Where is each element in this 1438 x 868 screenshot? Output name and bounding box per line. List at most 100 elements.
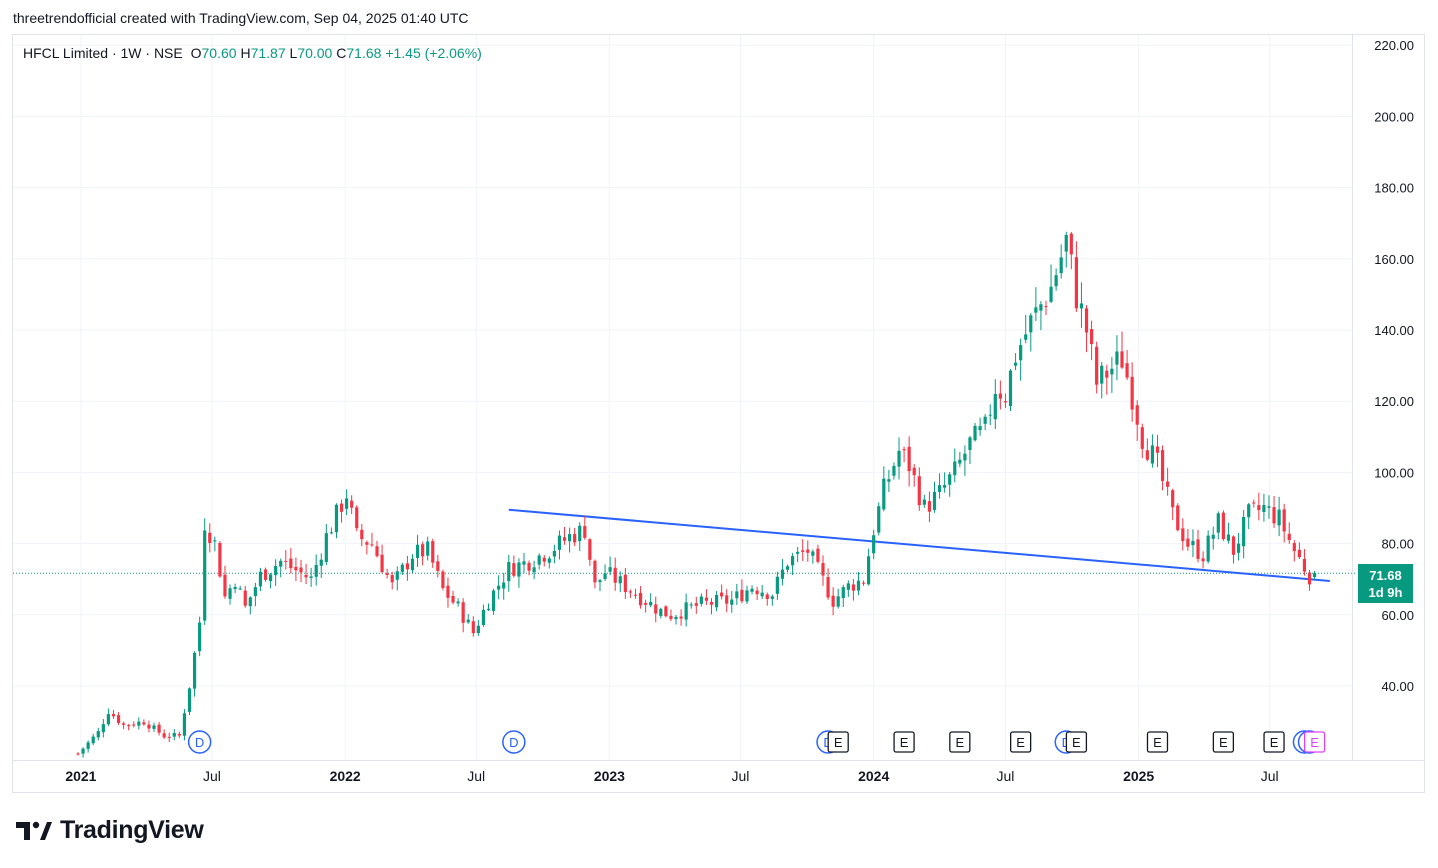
candle <box>1074 241 1078 312</box>
high-value: 71.87 <box>250 45 286 61</box>
candle <box>294 557 298 581</box>
candle <box>182 708 187 741</box>
candle <box>461 598 465 633</box>
candle <box>902 446 906 463</box>
candle <box>1211 526 1215 550</box>
candle <box>1267 495 1271 519</box>
price-axis[interactable]: 220.00 200.00 180.00 160.00 140.00 120.00 100.… <box>1374 38 1414 694</box>
candle <box>314 554 318 586</box>
candle <box>993 379 997 430</box>
change-value: +1.45 (+2.06%) <box>385 45 482 61</box>
earnings-marker[interactable]: E <box>949 731 971 753</box>
candle <box>1090 320 1094 361</box>
last-price-value: 71.68 <box>1369 568 1402 583</box>
candle <box>867 548 871 586</box>
dividend-marker[interactable]: D <box>187 730 212 754</box>
candle <box>1120 331 1124 369</box>
candle <box>486 603 491 612</box>
chart-frame[interactable] <box>12 34 1425 793</box>
candle <box>365 540 369 555</box>
candle <box>491 588 496 615</box>
price-tick-label: 200.00 <box>1374 109 1414 124</box>
candle <box>101 718 105 738</box>
svg-text:E: E <box>834 735 843 750</box>
candle <box>598 578 602 592</box>
candle <box>588 538 592 566</box>
candle <box>157 721 161 736</box>
candle <box>375 540 379 558</box>
time-tick-label: 2022 <box>330 768 361 784</box>
candle <box>669 609 673 622</box>
earnings-marker[interactable]: E <box>893 731 915 753</box>
tradingview-wordmark: TradingView <box>60 816 204 844</box>
candle <box>720 584 724 600</box>
candle <box>497 575 501 600</box>
candle <box>963 445 967 476</box>
candle <box>1034 287 1038 322</box>
trendline[interactable] <box>508 508 1330 582</box>
candle <box>1039 301 1043 331</box>
candle <box>517 558 521 588</box>
candle <box>522 552 526 574</box>
candle <box>395 566 399 591</box>
price-tick-label: 40.00 <box>1381 679 1414 694</box>
candle <box>1115 335 1119 381</box>
time-tick-label: 2021 <box>65 768 96 784</box>
candle <box>1069 231 1073 270</box>
candle <box>1171 488 1175 521</box>
candle <box>573 528 577 547</box>
upcoming-earnings-marker[interactable]: E <box>1303 731 1326 753</box>
earnings-marker[interactable]: E <box>827 731 849 753</box>
candle <box>922 494 926 508</box>
tradingview-logo[interactable]: TradingView <box>16 816 204 845</box>
candle <box>892 462 896 480</box>
earnings-marker[interactable]: E <box>1009 731 1032 753</box>
candle <box>1135 400 1139 441</box>
candle <box>1216 511 1220 540</box>
candle <box>1105 364 1109 395</box>
candle <box>350 495 354 515</box>
time-axis[interactable]: 2021 Jul 2022 Jul 2023 Jul 2024 Jul 2025 Jul <box>65 768 1278 784</box>
candle <box>258 567 263 592</box>
earnings-marker[interactable]: E <box>1263 731 1285 753</box>
candle <box>750 585 754 595</box>
price-tick-label: 80.00 <box>1381 537 1414 552</box>
earnings-marker[interactable]: E <box>1065 731 1088 753</box>
candle <box>654 596 658 623</box>
earnings-marker[interactable]: E <box>1212 731 1235 753</box>
candle <box>436 554 440 578</box>
candle <box>192 651 197 697</box>
earnings-marker[interactable]: E <box>1146 731 1169 753</box>
candle <box>127 723 131 731</box>
symbol-title[interactable]: HFCL Limited · 1W · NSE <box>23 45 183 61</box>
candle <box>431 538 435 568</box>
candle <box>142 719 146 726</box>
candle <box>1145 438 1149 462</box>
svg-text:D: D <box>509 735 518 750</box>
candle <box>111 709 116 719</box>
candle <box>471 616 475 637</box>
high-label: H <box>240 45 251 61</box>
candle <box>1272 495 1276 528</box>
svg-text:E: E <box>1219 735 1228 750</box>
candle <box>279 558 283 578</box>
candle <box>841 584 845 608</box>
candle <box>1262 493 1266 522</box>
candle <box>557 530 562 560</box>
candle <box>309 567 313 587</box>
time-tick-label: Jul <box>467 768 485 784</box>
svg-text:E: E <box>955 735 964 750</box>
candle <box>927 491 932 523</box>
event-markers[interactable]: DDDEEEEDEEEEDDE <box>187 730 1326 754</box>
candle <box>725 589 729 613</box>
dividend-marker[interactable]: D <box>502 730 526 754</box>
trendline-layer[interactable] <box>508 508 1330 582</box>
candle <box>1226 522 1231 544</box>
symbol-legend[interactable]: HFCL Limited · 1W · NSE O70.60 H71.87 L7… <box>23 45 482 61</box>
candle <box>1277 496 1281 537</box>
candle <box>187 687 192 716</box>
candle <box>699 593 703 607</box>
candle <box>811 549 815 564</box>
candle <box>932 481 937 513</box>
